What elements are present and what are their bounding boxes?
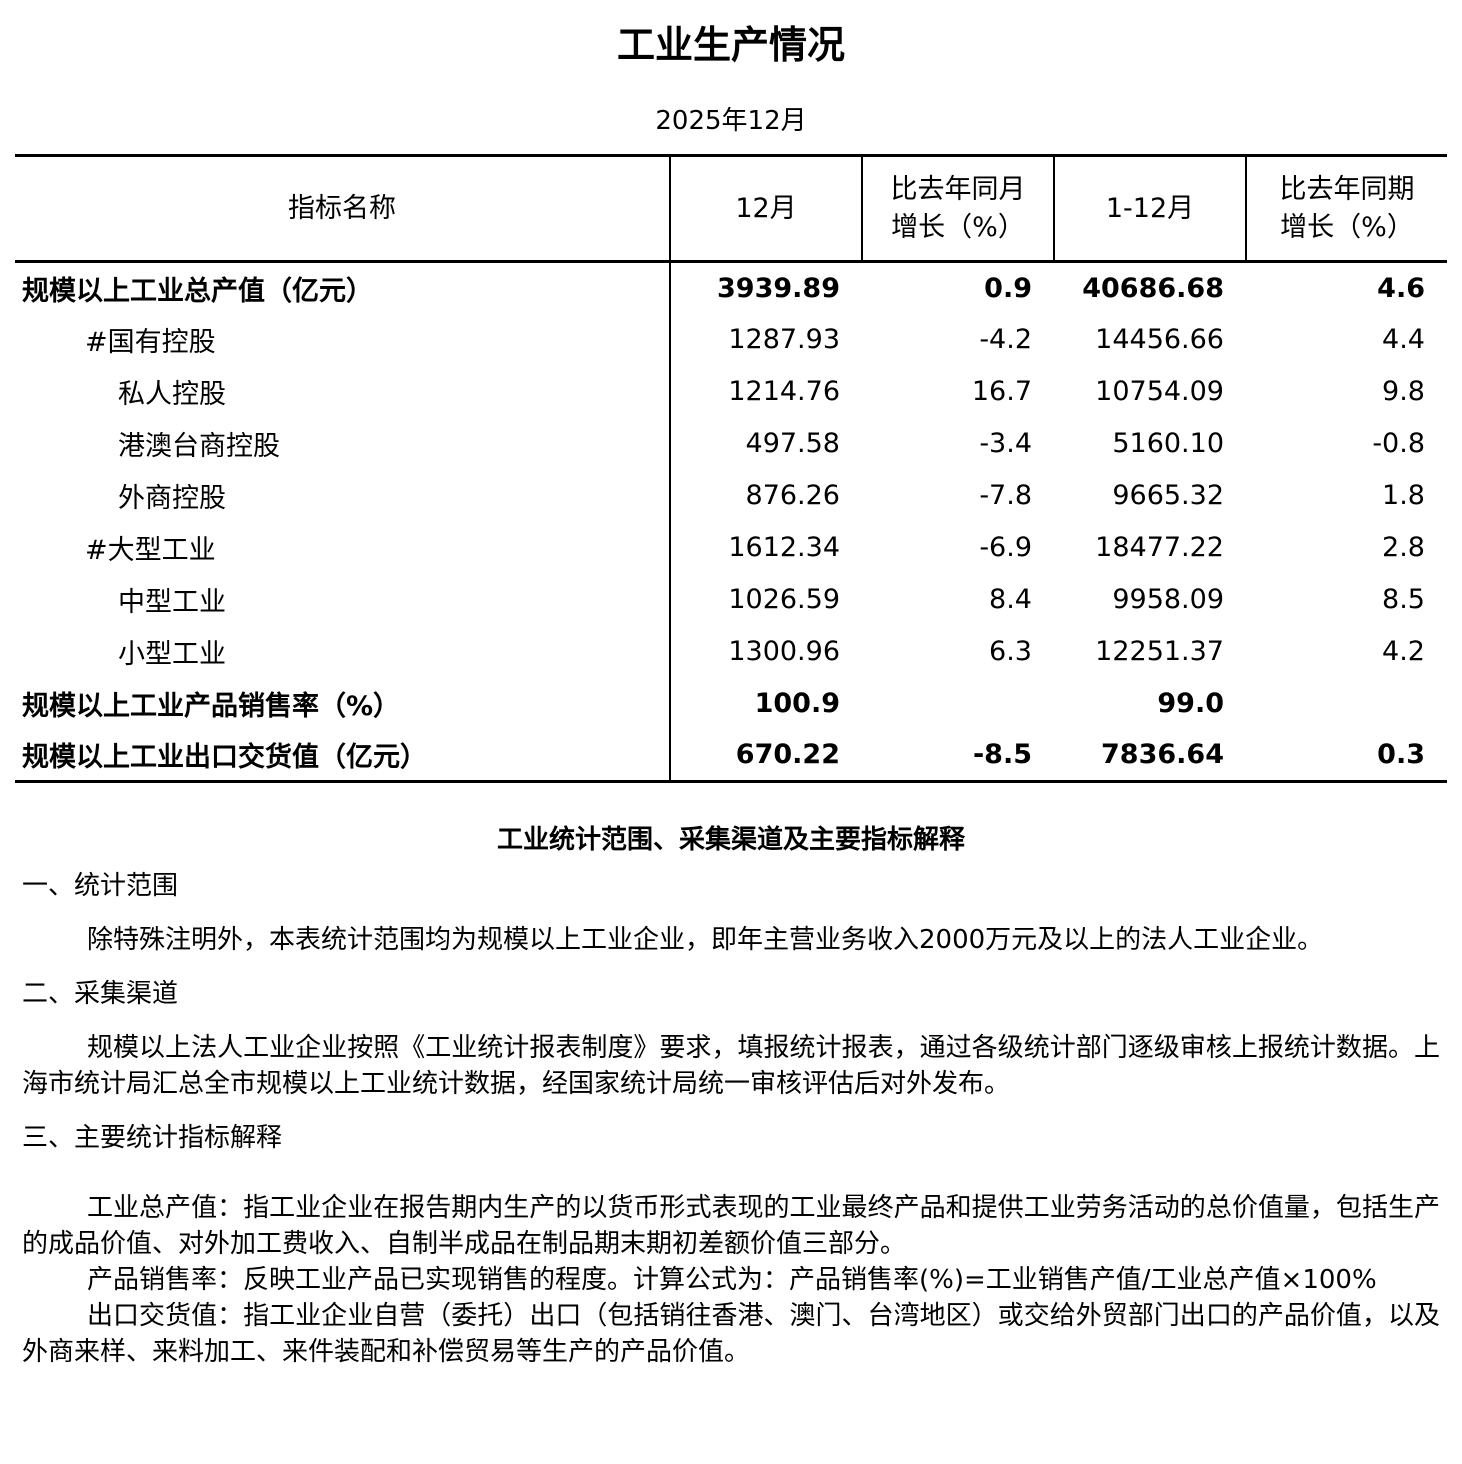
month-value: 1214.76 <box>728 376 840 407</box>
section-heading: 二、采集渠道 <box>22 979 179 1009</box>
table-row: 小型工业 1300.96 6.3 12251.37 4.2 <box>15 625 1447 678</box>
paragraph: 除特殊注明外，本表统计范围均为规模以上工业企业，即年主营业务收入2000万元及以… <box>87 925 1324 955</box>
ytd-growth <box>1246 678 1447 730</box>
section-heading: 一、统计范围 <box>22 871 179 901</box>
month-growth: 6.3 <box>989 636 1032 667</box>
table-row: 私人控股 1214.76 16.7 10754.09 9.8 <box>15 365 1447 418</box>
ytd-growth: 1.8 <box>1382 480 1425 511</box>
page-title: 工业生产情况 <box>616 23 845 67</box>
section-heading: 三、主要统计指标解释 <box>22 1123 283 1153</box>
ytd-growth: 9.8 <box>1382 376 1425 407</box>
paragraph: 规模以上法人工业企业按照《工业统计报表制度》要求，填报统计报表，通过各级统计部门… <box>22 1033 1440 1099</box>
month-growth: -6.9 <box>979 532 1032 563</box>
month-value: 1612.34 <box>728 532 840 563</box>
ytd-growth: -0.8 <box>1372 428 1425 459</box>
ytd-value: 5160.10 <box>1112 428 1224 459</box>
header-line: 增长（%） <box>891 211 1025 243</box>
month-value: 3939.89 <box>717 272 840 304</box>
indicator-name: 小型工业 <box>15 625 671 678</box>
header-line: 比去年同期 <box>1279 173 1415 205</box>
ytd-growth: 4.4 <box>1382 324 1425 355</box>
month-value: 100.9 <box>754 688 840 719</box>
ytd-value: 18477.22 <box>1095 532 1224 563</box>
paragraph: 产品销售率：反映工业产品已实现销售的程度。计算公式为：产品销售率(%)=工业销售… <box>87 1265 1377 1295</box>
ytd-value: 7836.64 <box>1101 739 1224 771</box>
header-line: 比去年同月 <box>890 173 1026 205</box>
ytd-value: 9958.09 <box>1112 584 1224 615</box>
notes-section: 工业统计范围、采集渠道及主要指标解释 一、统计范围 除特殊注明外，本表统计范围均… <box>22 822 1440 1370</box>
ytd-growth: 8.5 <box>1382 584 1425 615</box>
ytd-value: 9665.32 <box>1112 480 1224 511</box>
month-growth <box>862 678 1054 730</box>
ytd-value: 14456.66 <box>1095 324 1224 355</box>
indicator-name: 港澳台商控股 <box>15 417 671 470</box>
table-row: 外商控股 876.26 -7.8 9665.32 1.8 <box>15 469 1447 522</box>
header-indicator: 指标名称 <box>288 192 396 224</box>
indicator-name: 规模以上工业总产值（亿元） <box>15 261 671 314</box>
paragraph: 工业总产值：指工业企业在报告期内生产的以货币形式表现的工业最终产品和提供工业劳务… <box>22 1193 1440 1259</box>
table-row: #大型工业 1612.34 -6.9 18477.22 2.8 <box>15 521 1447 574</box>
header-line: 增长（%） <box>1280 211 1414 243</box>
indicator-name: 私人控股 <box>15 365 671 418</box>
month-value: 876.26 <box>745 480 840 511</box>
month-growth: -4.2 <box>979 324 1032 355</box>
month-growth: 8.4 <box>989 584 1032 615</box>
report-period: 2025年12月 <box>655 106 807 136</box>
table-row: 规模以上工业产品销售率（%） 100.9 99.0 <box>15 677 1447 730</box>
header-month-growth: 比去年同月增长（%） <box>861 155 1054 262</box>
indicator-name: #大型工业 <box>15 521 671 574</box>
month-value: 1300.96 <box>728 636 840 667</box>
ytd-growth: 2.8 <box>1382 532 1425 563</box>
ytd-value: 99.0 <box>1157 688 1224 719</box>
notes-title: 工业统计范围、采集渠道及主要指标解释 <box>496 825 965 855</box>
header-month: 12月 <box>669 155 862 262</box>
month-growth: 16.7 <box>971 376 1032 407</box>
table-row: 规模以上工业出口交货值（亿元） 670.22 -8.5 7836.64 0.3 <box>15 729 1447 782</box>
month-value: 1026.59 <box>728 584 840 615</box>
ytd-value: 10754.09 <box>1095 376 1224 407</box>
industrial-production-table: 指标名称 12月 比去年同月增长（%） 1-12月 比去年同期增长（%） 规模以… <box>15 154 1447 783</box>
month-growth: 0.9 <box>984 272 1032 304</box>
indicator-name: 规模以上工业出口交货值（亿元） <box>15 729 671 782</box>
month-value: 1287.93 <box>728 324 840 355</box>
indicator-name: #国有控股 <box>15 313 671 366</box>
table-header-row: 指标名称 12月 比去年同月增长（%） 1-12月 比去年同期增长（%） <box>15 155 1447 262</box>
month-value: 497.58 <box>745 428 840 459</box>
header-ytd: 1-12月 <box>1053 155 1246 262</box>
table-row: 规模以上工业总产值（亿元） 3939.89 0.9 40686.68 4.6 <box>15 261 1447 314</box>
month-growth: -3.4 <box>979 428 1032 459</box>
month-growth: -7.8 <box>979 480 1032 511</box>
month-growth: -8.5 <box>972 739 1032 771</box>
table-row: #国有控股 1287.93 -4.2 14456.66 4.4 <box>15 313 1447 366</box>
indicator-name: 规模以上工业产品销售率（%） <box>15 677 671 730</box>
table-row: 中型工业 1026.59 8.4 9958.09 8.5 <box>15 573 1447 626</box>
header-ytd-growth: 比去年同期增长（%） <box>1245 155 1447 262</box>
ytd-growth: 4.6 <box>1377 272 1425 304</box>
month-value: 670.22 <box>735 739 840 771</box>
ytd-growth: 4.2 <box>1382 636 1425 667</box>
indicator-name: 中型工业 <box>15 573 671 626</box>
ytd-growth: 0.3 <box>1377 739 1425 771</box>
ytd-value: 40686.68 <box>1082 272 1224 304</box>
paragraph: 出口交货值：指工业企业自营（委托）出口（包括销往香港、澳门、台湾地区）或交给外贸… <box>22 1301 1440 1367</box>
table-row: 港澳台商控股 497.58 -3.4 5160.10 -0.8 <box>15 417 1447 470</box>
ytd-value: 12251.37 <box>1095 636 1224 667</box>
indicator-name: 外商控股 <box>15 469 671 522</box>
